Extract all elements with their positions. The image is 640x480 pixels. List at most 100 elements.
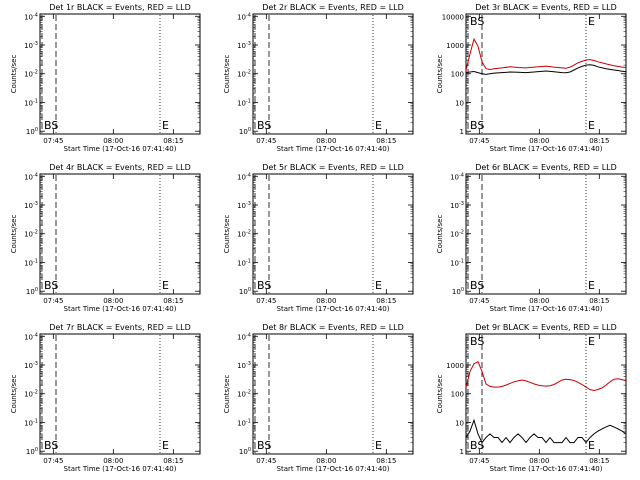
x-axis-label: Start Time (17-Oct-16 07:41:40) (277, 305, 390, 313)
y-tick-label: 10-4 (24, 172, 38, 181)
time-marker-label-bottom: E (162, 439, 169, 452)
x-tick-label: 08:00 (316, 297, 336, 305)
x-tick-label: 08:00 (529, 137, 549, 145)
y-tick-label: 100 (451, 391, 464, 399)
y-tick-label: 100 (451, 71, 464, 79)
time-marker-label-bottom: BS (257, 119, 271, 132)
y-tick-label: 10-4 (450, 172, 464, 181)
detector-panel-5: Det 5r BLACK = Events, RED = LLD 100 10-1 1… (223, 163, 414, 313)
y-tick-label: 10-3 (237, 201, 251, 210)
time-marker-label-bottom: BS (257, 439, 271, 452)
y-tick-label: 10-4 (24, 332, 38, 341)
x-axis-label: Start Time (17-Oct-16 07:41:40) (277, 465, 390, 473)
x-tick-label: 08:15 (376, 137, 396, 145)
plot-frame (39, 13, 201, 135)
y-tick-label: 10-3 (450, 201, 464, 210)
x-tick-label: 07:45 (256, 457, 276, 465)
y-tick-label: 10-3 (24, 361, 38, 370)
x-axis-label: Start Time (17-Oct-16 07:41:40) (490, 305, 603, 313)
x-tick-label: 07:45 (43, 297, 63, 305)
x-tick-label: 08:15 (589, 297, 609, 305)
panel-title: Det 8r BLACK = Events, RED = LLD (262, 323, 404, 332)
y-tick-label: 10-2 (24, 390, 38, 399)
x-tick-label: 07:45 (43, 457, 63, 465)
y-tick-label: 10-3 (24, 41, 38, 50)
detector-panel-2: Det 2r BLACK = Events, RED = LLD 100 10-1 1… (223, 3, 414, 153)
time-marker-label-bottom: BS (470, 119, 484, 132)
y-tick-label: 1 (460, 448, 464, 456)
y-tick-label: 100 (239, 447, 251, 456)
y-tick-label: 10-3 (237, 41, 251, 50)
y-axis-label: Counts/sec (223, 215, 231, 254)
time-marker-label-bottom: BS (44, 119, 58, 132)
y-tick-label: 10-1 (237, 258, 251, 267)
panel-title: Det 9r BLACK = Events, RED = LLD (475, 323, 617, 332)
x-axis-label: Start Time (17-Oct-16 07:41:40) (64, 145, 177, 153)
time-marker-label-top: E (588, 15, 595, 28)
time-marker-label-bottom: E (375, 279, 382, 292)
detector-panel-7: Det 7r BLACK = Events, RED = LLD 100 10-1 1… (10, 323, 201, 473)
y-tick-label: 10-2 (237, 230, 251, 239)
x-tick-label: 07:45 (256, 297, 276, 305)
x-tick-label: 08:00 (316, 457, 336, 465)
x-tick-label: 07:45 (469, 457, 489, 465)
time-marker-label-bottom: BS (470, 439, 484, 452)
detector-panel-8: Det 8r BLACK = Events, RED = LLD 100 10-1 1… (223, 323, 414, 473)
x-tick-label: 07:45 (469, 137, 489, 145)
y-tick-label: 10-2 (237, 390, 251, 399)
y-tick-label: 100 (239, 287, 251, 296)
x-axis-label: Start Time (17-Oct-16 07:41:40) (64, 465, 177, 473)
y-tick-label: 10-2 (24, 70, 38, 79)
y-tick-label: 10-3 (237, 361, 251, 370)
plot-frame (252, 13, 414, 135)
y-tick-label: 10-1 (24, 258, 38, 267)
y-tick-label: 100 (26, 287, 38, 296)
time-marker-label-top: BS (470, 335, 484, 348)
y-tick-label: 10-4 (237, 172, 251, 181)
events-series-line (465, 418, 627, 444)
x-axis-label: Start Time (17-Oct-16 07:41:40) (490, 465, 603, 473)
x-axis-label: Start Time (17-Oct-16 07:41:40) (64, 305, 177, 313)
panel-title: Det 6r BLACK = Events, RED = LLD (475, 163, 617, 172)
detector-panel-6: Det 6r BLACK = Events, RED = LLD 100 10-1 1… (436, 163, 627, 313)
y-tick-label: 10-3 (24, 201, 38, 210)
x-axis-label: Start Time (17-Oct-16 07:41:40) (490, 145, 603, 153)
plot-frame (252, 333, 414, 455)
time-marker-label-bottom: BS (470, 279, 484, 292)
y-tick-label: 100 (452, 287, 464, 296)
time-marker-label-bottom: BS (44, 439, 58, 452)
y-tick-label: 10-1 (237, 418, 251, 427)
panel-title: Det 7r BLACK = Events, RED = LLD (49, 323, 191, 332)
y-tick-label: 10-1 (237, 98, 251, 107)
detector-panel-4: Det 4r BLACK = Events, RED = LLD 100 10-1 1… (10, 163, 201, 313)
time-marker-label-bottom: BS (257, 279, 271, 292)
plot-frame (39, 333, 201, 455)
detector-panel-3: Det 3r BLACK = Events, RED = LLD 1 10 100 10… (436, 3, 627, 153)
time-marker-label-bottom: E (375, 119, 382, 132)
y-tick-label: 10-4 (24, 12, 38, 21)
detector-panel-9: Det 9r BLACK = Events, RED = LLD 1 10 100 10… (436, 323, 627, 473)
x-tick-label: 08:00 (316, 137, 336, 145)
y-axis-label: Counts/sec (10, 215, 18, 254)
x-tick-label: 08:00 (103, 457, 123, 465)
x-tick-label: 08:15 (376, 457, 396, 465)
y-tick-label: 100 (239, 127, 251, 136)
y-tick-label: 1000 (446, 42, 464, 50)
y-tick-label: 10-2 (450, 230, 464, 239)
y-axis-label: Counts/sec (223, 55, 231, 94)
x-axis-label: Start Time (17-Oct-16 07:41:40) (277, 145, 390, 153)
x-tick-label: 08:15 (163, 297, 183, 305)
time-marker-label-top: BS (470, 15, 484, 28)
y-tick-label: 10 (455, 419, 464, 427)
time-marker-label-top: E (588, 335, 595, 348)
lld-series-line (465, 361, 627, 392)
panel-title: Det 1r BLACK = Events, RED = LLD (49, 3, 191, 12)
y-tick-label: 10-1 (24, 98, 38, 107)
y-tick-label: 100 (26, 127, 38, 136)
y-tick-label: 10000 (442, 13, 464, 21)
y-tick-label: 10-4 (237, 12, 251, 21)
y-axis-label: Counts/sec (10, 375, 18, 414)
time-marker-label-bottom: E (588, 119, 595, 132)
time-marker-label-bottom: E (588, 439, 595, 452)
